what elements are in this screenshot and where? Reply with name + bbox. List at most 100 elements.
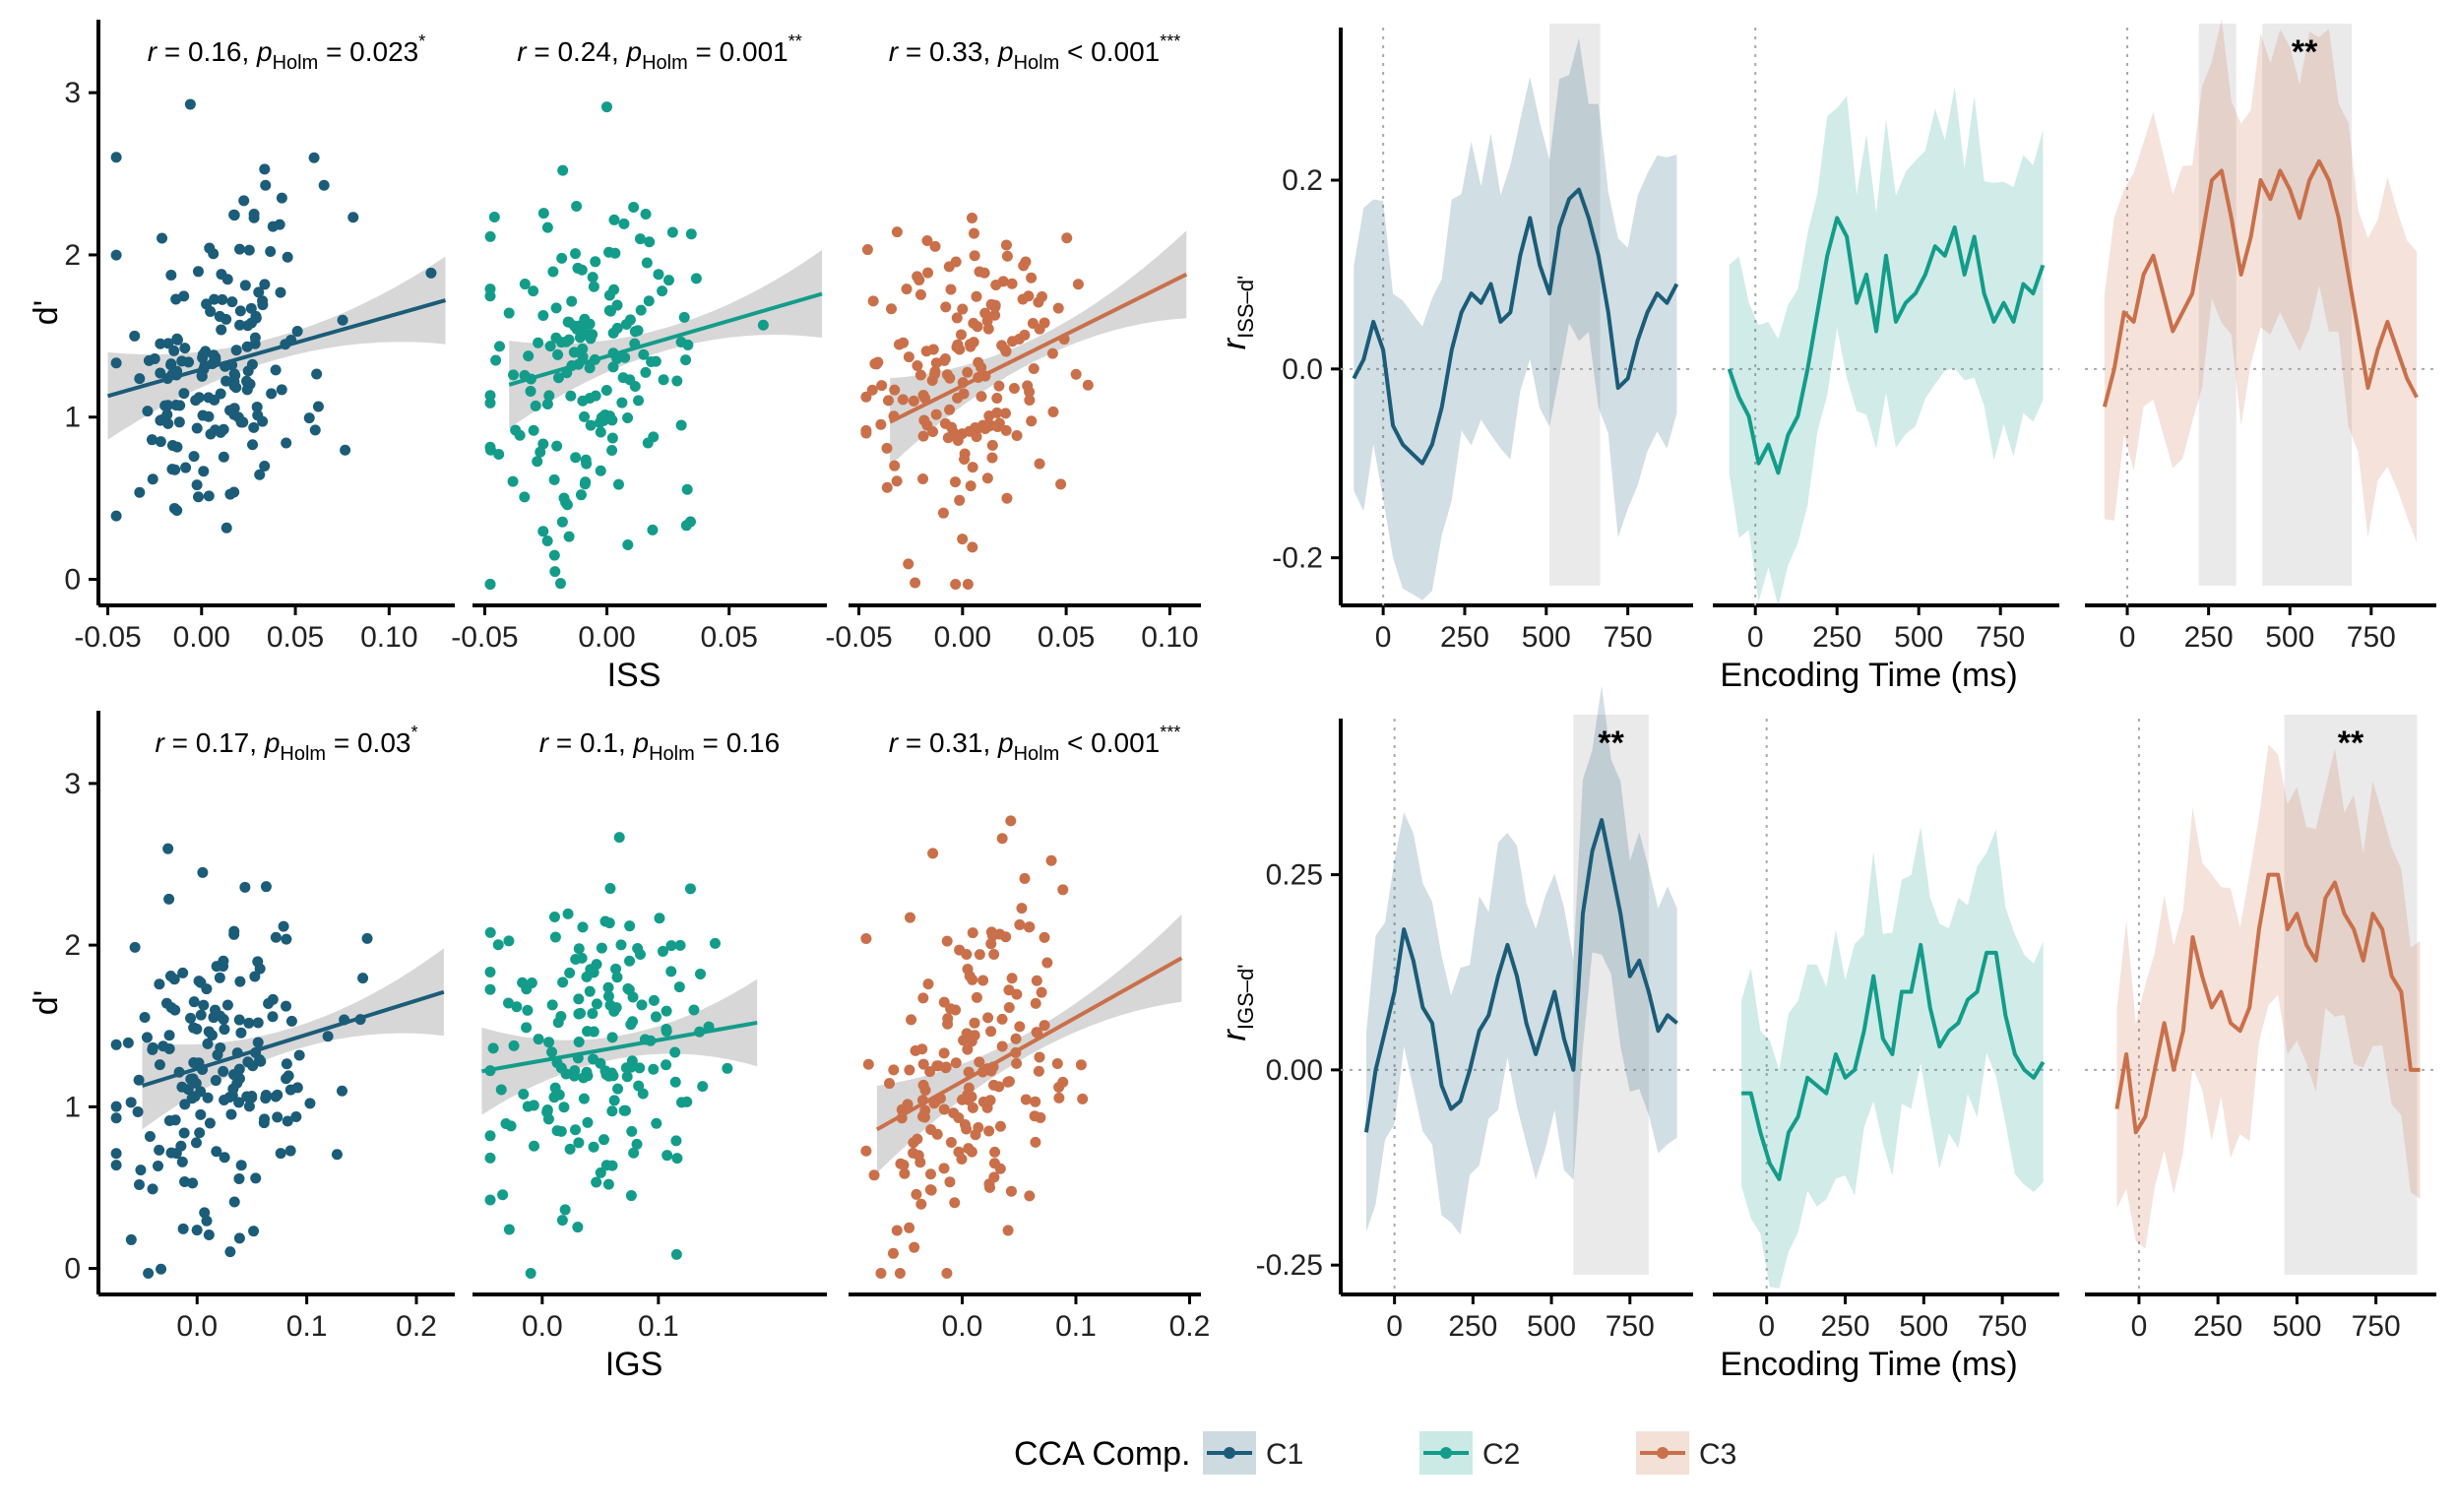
data-point (228, 376, 240, 388)
data-point (143, 354, 155, 366)
data-point (919, 393, 931, 405)
data-point (191, 422, 203, 434)
data-point (899, 1167, 911, 1179)
data-point (996, 1013, 1008, 1025)
data-point (484, 926, 496, 938)
data-point (254, 1053, 266, 1065)
data-point (970, 1129, 981, 1141)
data-point (902, 1099, 914, 1110)
data-point (671, 375, 683, 387)
data-point (989, 309, 1001, 321)
data-point (239, 881, 251, 893)
data-point (178, 1127, 190, 1139)
data-point (245, 302, 257, 314)
data-point (585, 333, 597, 345)
data-point (281, 933, 292, 945)
data-point (996, 1040, 1008, 1052)
stat-part: = 0.24, (527, 36, 627, 67)
data-point (220, 313, 232, 325)
scatter-top-C3: -0.05 0.00 0.05 0.10 r = 0.33, pHolm < 0.001… (825, 32, 1201, 654)
data-point (994, 928, 1006, 940)
x-tick-label: 0.10 (1141, 621, 1198, 654)
stat-part: Holm (1014, 743, 1060, 765)
data-point (929, 240, 941, 252)
data-point (633, 395, 645, 407)
data-point (163, 1030, 175, 1041)
data-point (927, 344, 939, 355)
data-point (228, 209, 240, 220)
data-point (914, 288, 926, 300)
data-point (628, 201, 640, 213)
data-point (248, 421, 260, 433)
data-point (546, 1046, 558, 1058)
data-point (544, 341, 556, 352)
stat-part: < 0.001 (1059, 727, 1160, 758)
data-point (233, 1172, 245, 1184)
data-point (610, 1002, 622, 1014)
data-point (868, 1169, 880, 1181)
data-point (216, 324, 227, 336)
data-point (1034, 458, 1045, 470)
data-point (1005, 1185, 1017, 1197)
data-point (897, 394, 909, 406)
data-point (629, 326, 641, 338)
data-point (110, 1148, 122, 1160)
data-point (938, 1047, 950, 1059)
data-point (1052, 302, 1064, 314)
data-point (985, 1026, 997, 1038)
data-point (603, 289, 615, 301)
data-point (484, 284, 496, 295)
data-point (557, 976, 569, 988)
data-point (611, 972, 623, 983)
x-tick-label: 0.00 (934, 621, 991, 654)
data-point (622, 412, 634, 424)
data-point (147, 1043, 158, 1055)
data-point (646, 356, 658, 368)
data-point (606, 445, 618, 457)
data-point (631, 1138, 643, 1150)
x-tick-label: 0.00 (578, 621, 635, 654)
data-point (968, 227, 979, 239)
data-point (640, 209, 652, 220)
data-point (171, 441, 183, 453)
data-point (1026, 272, 1038, 284)
data-point (584, 985, 596, 997)
data-point (178, 388, 190, 400)
data-point (484, 390, 496, 402)
data-point (533, 337, 544, 348)
data-point (142, 406, 154, 417)
fit-line (106, 298, 447, 399)
stat-part: Holm (1014, 52, 1060, 74)
data-point (962, 1043, 974, 1055)
data-point (204, 242, 216, 254)
legend: CCA Comp. C1 C2 C3 (1014, 1431, 1736, 1475)
data-point (969, 1030, 980, 1041)
ci-ribbon (1354, 37, 1677, 600)
data-point (974, 266, 985, 278)
data-point (1046, 347, 1058, 359)
data-point (242, 320, 254, 332)
y-tick-label: 1 (64, 402, 81, 434)
data-point (337, 314, 348, 326)
data-point (203, 410, 215, 422)
data-point (575, 489, 587, 501)
data-point (228, 1196, 240, 1208)
fit-line (889, 272, 1188, 424)
data-point (133, 1074, 145, 1086)
tc-y-label-part: IGS–d' (1233, 965, 1258, 1031)
data-point (559, 1204, 571, 1216)
data-point (966, 212, 977, 223)
data-point (556, 516, 568, 528)
data-point (548, 549, 560, 561)
significance-window (1549, 24, 1601, 586)
data-point (484, 230, 496, 242)
data-point (602, 990, 614, 1002)
timecourse-bottom-C3: 0 250 500 750 ** (2085, 715, 2436, 1343)
data-point (585, 419, 597, 431)
data-point (1005, 815, 1017, 827)
data-point (191, 1023, 203, 1035)
data-point (903, 558, 914, 570)
data-point (644, 236, 656, 248)
data-point (695, 968, 707, 979)
data-point (627, 991, 639, 1003)
